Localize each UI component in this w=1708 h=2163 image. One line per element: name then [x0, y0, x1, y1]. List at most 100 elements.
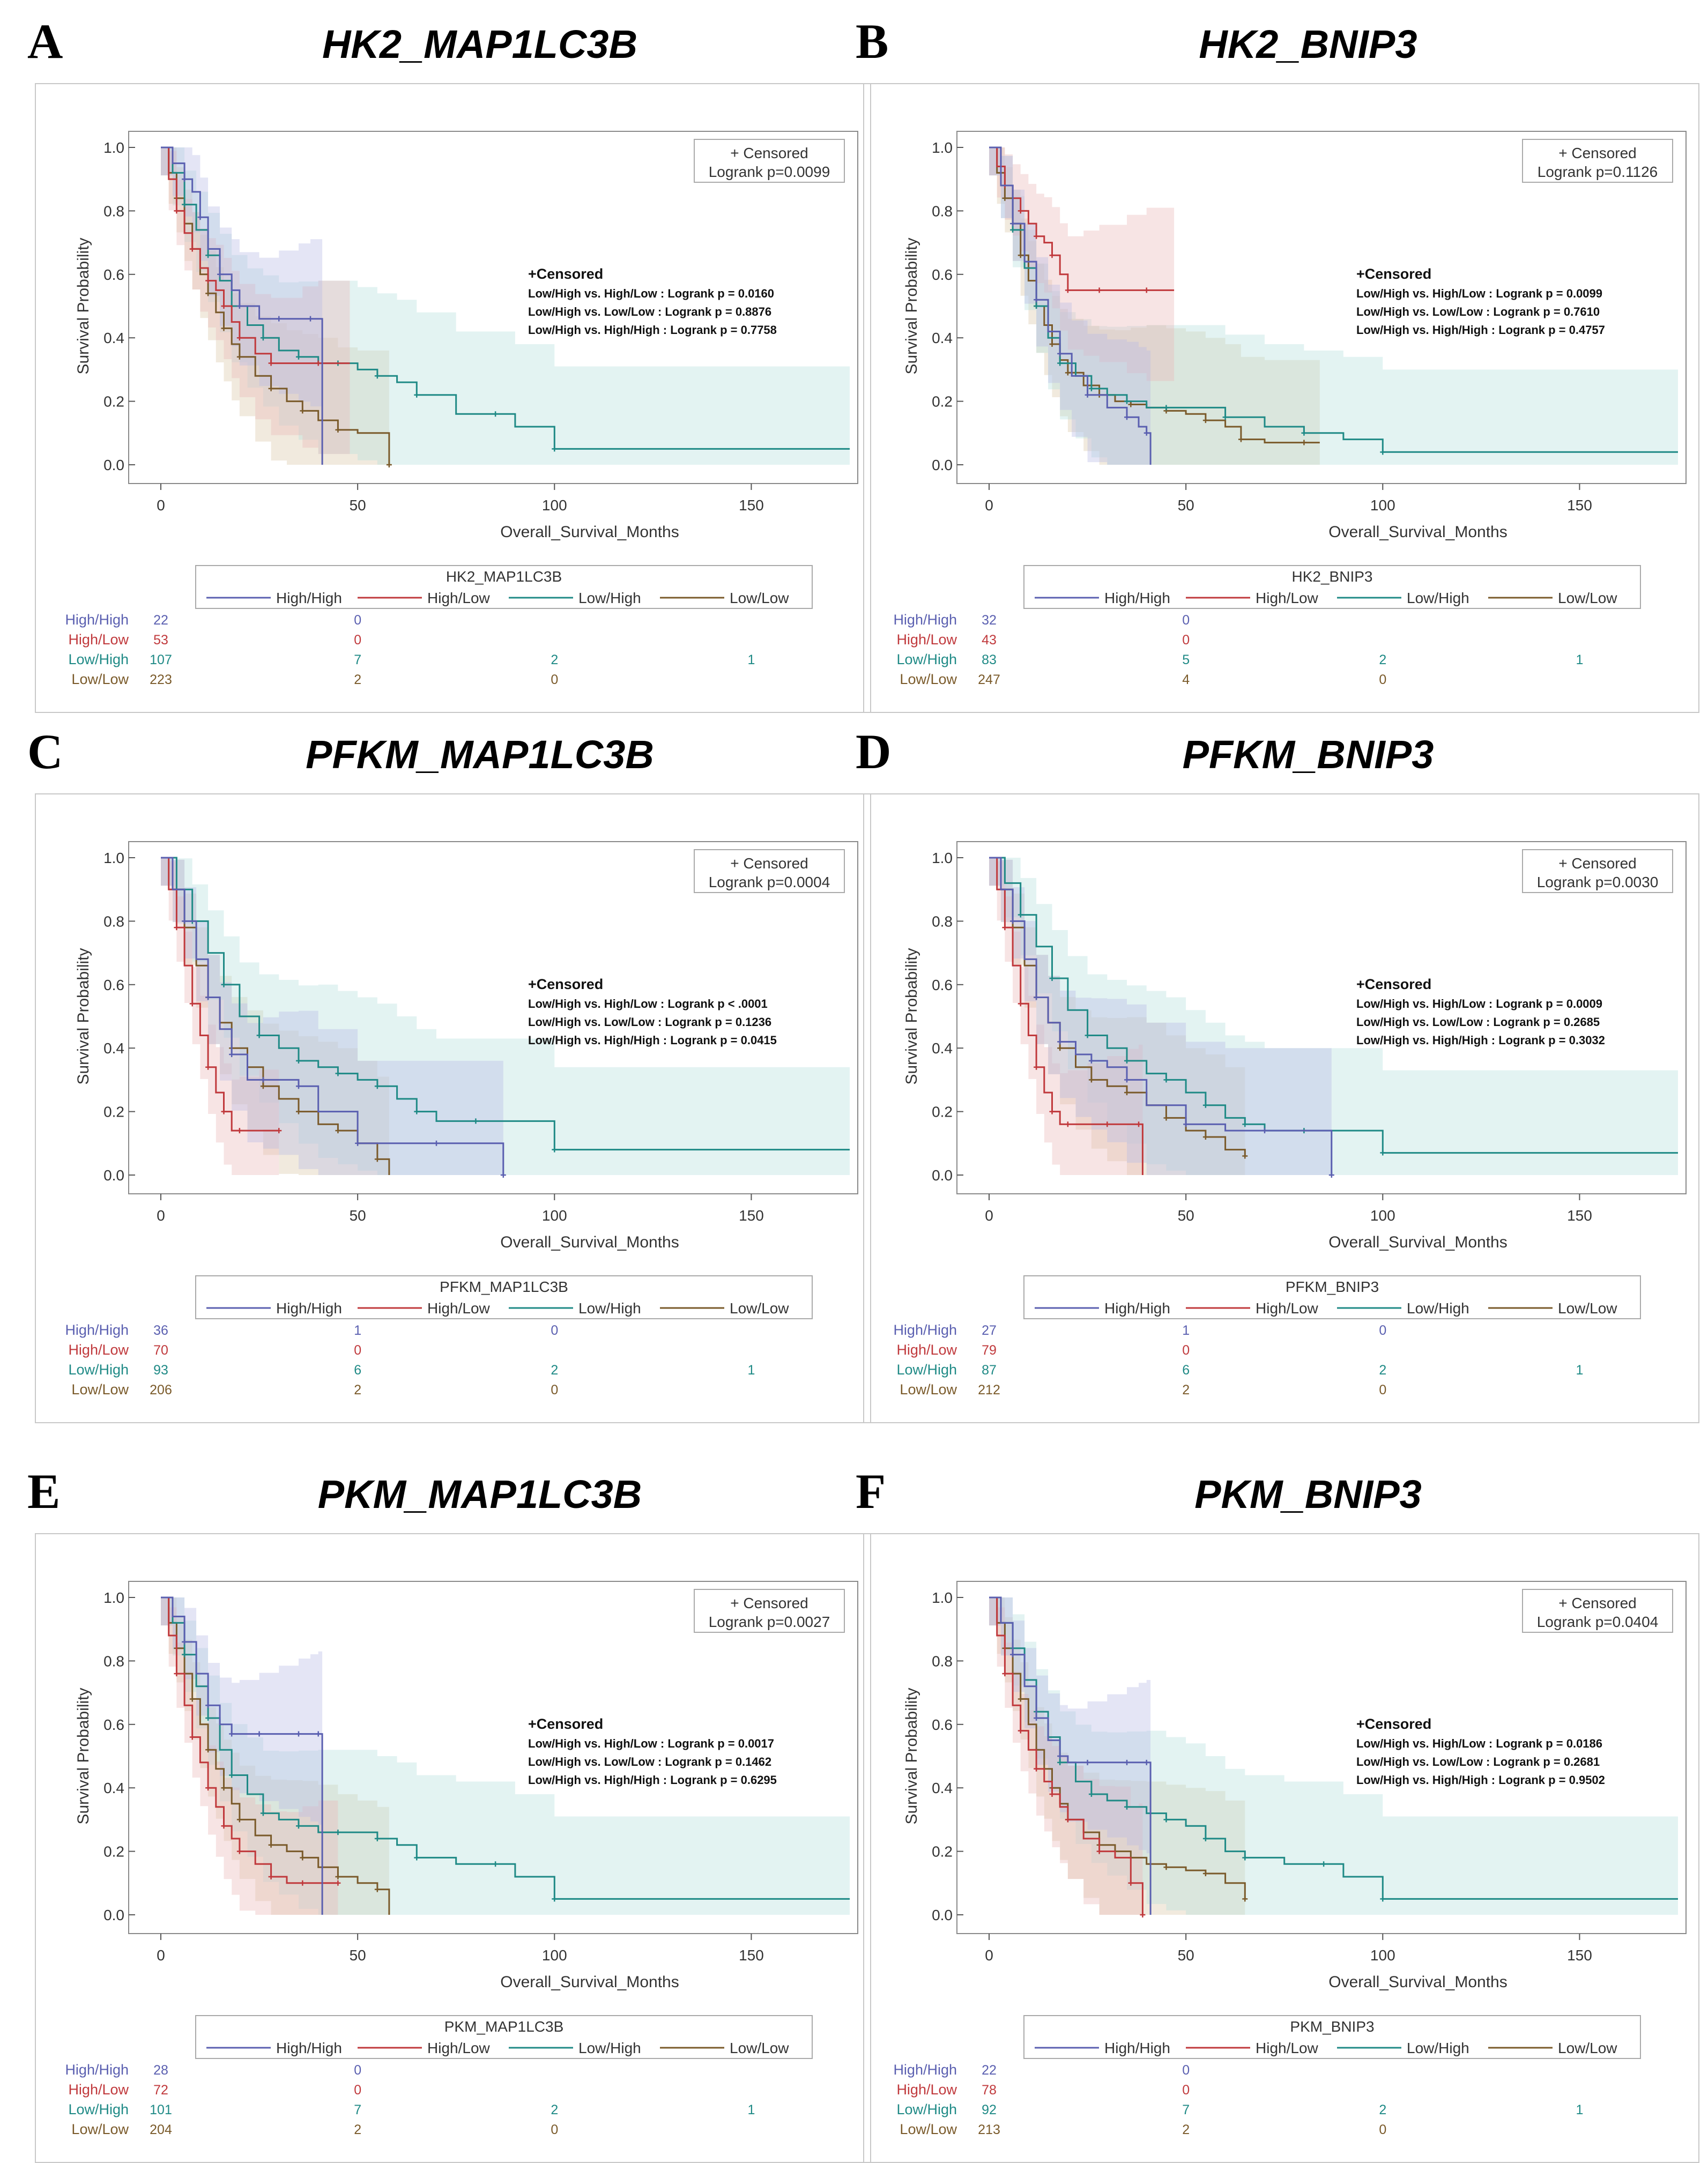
censor-mark — [1034, 1766, 1039, 1772]
km-chart: 0.00.20.40.60.81.00 50 100 150Overall_Survi… — [893, 841, 1687, 1398]
censor-mark — [1124, 1759, 1130, 1765]
panel-frame — [863, 793, 1699, 1423]
risk-count: 2 — [354, 1382, 361, 1398]
censor-mark — [1222, 414, 1228, 420]
censor-mark — [221, 982, 227, 987]
censor-mark — [1096, 287, 1102, 293]
y-tick-label: 0.2 — [103, 393, 124, 410]
risk-count: 1 — [747, 1363, 755, 1378]
y-axis-label: Survival Probability — [903, 1688, 920, 1824]
censored-legend: + Censored — [730, 855, 808, 872]
censor-mark — [189, 1001, 195, 1007]
censor-mark — [1010, 918, 1016, 924]
risk-count: 247 — [978, 672, 1000, 687]
censor-mark — [1128, 1880, 1134, 1886]
censor-mark — [500, 1172, 506, 1178]
censor-mark — [374, 1886, 380, 1892]
km-chart: 0.00.20.40.60.81.00 50 100 150Overall_Survi… — [65, 1581, 858, 2137]
ci-band-low-low — [989, 858, 1245, 1175]
risk-row-label: Low/High — [68, 1362, 129, 1378]
censor-mark — [1124, 1058, 1130, 1064]
censor-mark — [1088, 1058, 1094, 1064]
risk-row-label: Low/Low — [71, 2121, 129, 2137]
legend-label: High/Low — [1256, 2040, 1319, 2056]
x-tick-label: 50 — [350, 1947, 366, 1964]
pairwise-logrank: Low/High vs. Low/Low : Logrank p = 0.123… — [528, 1015, 771, 1029]
ci-band-high-high — [161, 858, 503, 1175]
x-tick-label: 150 — [739, 1207, 764, 1224]
risk-count: 0 — [551, 1382, 558, 1398]
censor-mark — [315, 1731, 321, 1737]
ci-band-high-low — [989, 147, 1175, 381]
censor-mark — [300, 1880, 306, 1886]
censor-mark — [1057, 360, 1063, 366]
risk-count: 0 — [354, 613, 361, 628]
risk-row-label: High/Low — [68, 1342, 129, 1358]
legend-label: Low/Low — [1558, 1300, 1617, 1317]
x-tick-label: 150 — [739, 497, 764, 514]
panel-f: F PKM_BNIP3 0.0 0.2 0.4 0.6 0.8 1.0 0 50 100 150 Ove… — [856, 1464, 1699, 2163]
censor-mark — [1057, 1039, 1063, 1045]
legend-label: Low/High — [578, 1300, 641, 1317]
km-curve-high-high — [989, 1596, 1152, 1915]
risk-row-label: High/Low — [896, 631, 957, 648]
x-tick-label: 100 — [1370, 1947, 1395, 1964]
censor-mark — [174, 1671, 180, 1677]
censor-mark — [205, 1747, 211, 1753]
risk-count: 2 — [354, 2122, 361, 2137]
y-tick-label: 0.2 — [932, 1844, 953, 1860]
censor-mark — [205, 1064, 211, 1070]
censor-mark — [1242, 1896, 1248, 1902]
y-axis-label: Survival Probability — [903, 237, 920, 374]
risk-row-label: High/High — [893, 612, 957, 628]
km-curve-high-high — [161, 1596, 323, 1915]
risk-count: 1 — [747, 652, 755, 667]
y-tick-label: 0.8 — [103, 203, 124, 219]
ci-band-high-low — [161, 858, 279, 1175]
censor-mark — [182, 176, 188, 182]
y-tick-label: 1.0 — [932, 1589, 953, 1606]
censor-mark — [1002, 195, 1008, 201]
y-tick-label: 0.6 — [103, 1716, 124, 1733]
censor-mark — [221, 325, 227, 331]
risk-row-label: High/High — [893, 1322, 957, 1338]
censor-mark — [276, 316, 282, 322]
censor-mark — [217, 271, 223, 277]
km-curve-low-low — [161, 1596, 390, 1915]
y-axis-label: Survival Probability — [903, 948, 920, 1084]
risk-count: 83 — [982, 652, 997, 667]
legend-label: Low/High — [1407, 590, 1469, 606]
panel-letter: E — [27, 1464, 61, 1519]
censor-mark — [1202, 418, 1208, 423]
plot-frame — [956, 841, 1687, 1194]
risk-count: 0 — [1182, 613, 1190, 628]
pairwise-censored-label: +Censored — [1356, 976, 1431, 992]
censor-mark — [493, 1861, 499, 1867]
y-tick-label: 0.0 — [932, 1907, 953, 1923]
censor-mark — [1163, 1077, 1169, 1083]
risk-count: 107 — [150, 652, 172, 667]
censor-mark — [1057, 1045, 1063, 1051]
pairwise-logrank: Low/High vs. High/High : Logrank p = 0.6… — [528, 1773, 777, 1787]
censor-mark — [260, 1083, 266, 1089]
censor-mark — [1096, 1848, 1102, 1854]
logrank-p: Logrank p=0.0099 — [709, 163, 830, 180]
risk-count: 4 — [1182, 672, 1190, 687]
legend-label: High/High — [276, 590, 342, 606]
censor-mark — [1143, 430, 1149, 436]
logrank-p: Logrank p=0.0004 — [709, 874, 830, 890]
legend-label: High/High — [1104, 2040, 1170, 2056]
legend-box — [1023, 2015, 1641, 2059]
km-chart: 0.00.20.40.60.81.00 50 100 150Overall_Survi… — [893, 1581, 1687, 2137]
legend-label: High/High — [276, 2040, 342, 2056]
censor-mark — [1085, 1759, 1090, 1765]
ci-band-high-high — [989, 147, 1151, 465]
censor-mark — [1049, 1792, 1055, 1797]
risk-count: 0 — [1182, 2063, 1190, 2078]
censor-mark — [260, 1077, 266, 1083]
censor-mark — [1124, 414, 1130, 420]
censor-mark — [205, 1715, 211, 1721]
risk-count: 7 — [354, 2102, 361, 2117]
censor-mark — [414, 392, 420, 398]
risk-count: 0 — [1379, 1323, 1386, 1338]
